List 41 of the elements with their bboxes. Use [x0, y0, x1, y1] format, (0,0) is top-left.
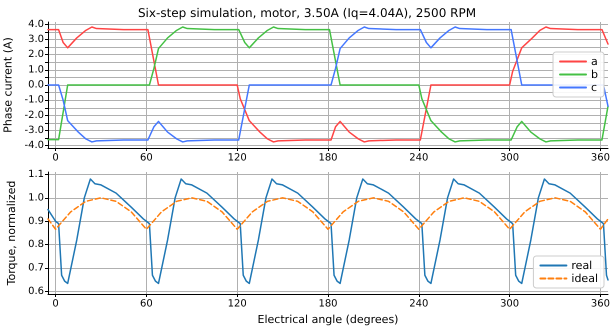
- x-axis-title: Electrical angle (degrees): [258, 313, 398, 326]
- x-tick-label: 0: [52, 298, 59, 310]
- y-tick-label: 1.1: [28, 168, 44, 180]
- x-tick-label: 360: [590, 298, 610, 310]
- y-tick-label: 0.8: [28, 239, 44, 250]
- y-tick-label: -3.0: [24, 125, 44, 136]
- y-tick-label: -2.0: [24, 110, 44, 121]
- x-tick-label: 300: [500, 152, 520, 164]
- x-tick-label: 60: [140, 152, 153, 164]
- y-tick-label: -4.0: [24, 140, 44, 152]
- chart-title: Six-step simulation, motor, 3.50A (Iq=4.04A), 2500 RPM: [138, 6, 476, 20]
- x-tick-label: 300: [500, 298, 520, 310]
- legend-label: c: [591, 81, 598, 94]
- legend-label: b: [591, 68, 598, 81]
- y-tick-label: 2.0: [28, 49, 44, 60]
- x-tick-label: 240: [409, 152, 428, 164]
- line-series: [47, 197, 609, 230]
- y-tick-label: 0.9: [28, 216, 44, 227]
- y-axis-title: Torque, normalized: [5, 180, 18, 286]
- x-tick-label: 360: [590, 152, 610, 164]
- legend-label: real: [571, 259, 592, 272]
- x-tick-label: 60: [140, 298, 153, 310]
- x-tick-label: 240: [409, 298, 428, 310]
- x-tick-label: 180: [318, 298, 338, 310]
- line-series: [47, 26, 609, 143]
- line-series: [47, 178, 609, 284]
- legend-label: a: [591, 55, 598, 68]
- y-tick-label: 1.0: [28, 192, 44, 204]
- y-axis-title: Phase current (A): [2, 37, 15, 133]
- y-tick-label: 0.0: [28, 80, 44, 90]
- y-tick-label: 4.0: [28, 18, 44, 30]
- legend-label: ideal: [571, 272, 598, 285]
- y-tick-label: -1.0: [24, 94, 44, 106]
- y-tick-label: 1.0: [28, 64, 44, 76]
- y-tick-label: 3.0: [28, 34, 44, 45]
- x-tick-label: 0: [52, 152, 59, 164]
- y-tick-label: 0.7: [28, 262, 44, 274]
- x-tick-label: 180: [318, 152, 338, 164]
- y-tick-label: 0.6: [28, 286, 44, 298]
- x-tick-label: 120: [228, 298, 247, 310]
- x-tick-label: 120: [228, 152, 247, 164]
